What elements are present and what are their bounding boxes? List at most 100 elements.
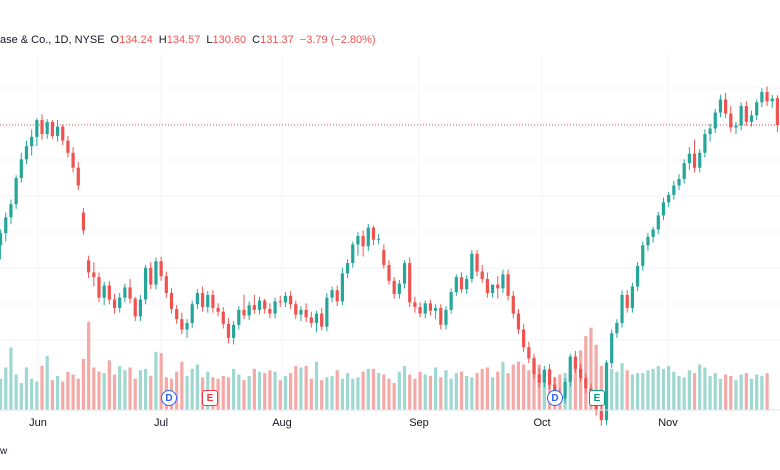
low-value: 130.60	[212, 34, 247, 46]
x-tick-label: Jun	[29, 417, 47, 429]
candle-up	[24, 146, 29, 160]
candle-up	[703, 134, 707, 153]
candle-up	[615, 322, 619, 334]
volume-bar	[501, 361, 505, 410]
earnings-marker[interactable]: E	[589, 390, 605, 406]
candle-up	[45, 121, 49, 135]
volume-bar	[687, 370, 691, 410]
candle-up	[0, 233, 3, 246]
volume-bar	[195, 364, 199, 410]
candle-up	[195, 293, 199, 305]
volume-bar	[646, 370, 650, 410]
volume-bar	[299, 367, 303, 410]
candle-up	[755, 102, 759, 116]
candle-up	[345, 263, 350, 274]
candle-up	[314, 313, 319, 323]
candle-down	[164, 276, 168, 294]
volume-bar	[667, 366, 671, 410]
volume-bar	[278, 380, 282, 410]
candle-up	[718, 99, 723, 113]
candle-down	[599, 410, 603, 421]
volume-bar	[408, 374, 412, 410]
volume-bar	[138, 370, 143, 410]
volume-bar	[0, 378, 3, 410]
candle-up	[454, 277, 458, 293]
volume-bar	[765, 373, 769, 410]
candle-up	[656, 215, 660, 230]
volume-bar	[423, 374, 427, 410]
candle-up	[237, 309, 241, 325]
volume-bar	[30, 378, 34, 410]
volume-bar	[61, 381, 65, 410]
volume-bar	[703, 367, 707, 410]
volume-bar	[283, 375, 288, 410]
volume-bar	[257, 371, 262, 410]
volume-bar	[335, 370, 339, 410]
candle-up	[14, 178, 18, 205]
footer-text: w	[0, 446, 8, 457]
volume-bar	[439, 377, 443, 410]
candle-down	[775, 98, 780, 125]
dividend-marker[interactable]: D	[547, 390, 563, 406]
candle-down	[532, 358, 536, 375]
symbol-label[interactable]: ase & Co., 1D, NYSE	[0, 34, 105, 46]
volume-bar	[413, 378, 417, 410]
volume-bar	[71, 374, 75, 410]
volume-bar	[149, 375, 153, 410]
volume-bar	[345, 373, 350, 410]
volume-bar	[361, 371, 365, 410]
volume-bar	[9, 347, 13, 410]
candle-up	[770, 98, 774, 102]
dividend-marker[interactable]: D	[161, 390, 177, 406]
volume-bar	[475, 373, 479, 410]
volume-bar	[516, 361, 521, 410]
volume-bar	[263, 373, 267, 410]
candle-up	[739, 106, 743, 126]
candle-down	[226, 323, 231, 338]
volume-bar	[698, 364, 702, 410]
candle-up	[749, 115, 754, 122]
earnings-marker[interactable]: E	[202, 390, 218, 406]
candle-up	[299, 309, 303, 315]
volume-bar	[532, 357, 536, 410]
volume-bar	[542, 371, 546, 410]
volume-bar	[19, 383, 23, 410]
volume-bar	[185, 375, 189, 410]
volume-bar	[325, 377, 329, 410]
volume-bar	[371, 368, 376, 410]
volume-bar	[159, 353, 163, 410]
volume-bar	[190, 368, 194, 410]
volume-bar	[382, 374, 386, 410]
candle-up	[449, 292, 453, 310]
candle-up	[397, 283, 401, 294]
volume-bar	[511, 364, 515, 410]
volume-bar	[713, 373, 717, 410]
candle-down	[371, 227, 376, 240]
volume-bar	[610, 368, 614, 410]
candle-down	[553, 384, 557, 394]
candle-down	[459, 277, 464, 290]
volume-bar	[724, 374, 728, 410]
candle-up	[154, 261, 158, 285]
candle-down	[112, 299, 117, 308]
candle-down	[128, 287, 132, 299]
candle-down	[159, 261, 163, 277]
candle-down	[97, 277, 101, 298]
volume-bar	[589, 327, 593, 410]
volume-bar	[55, 375, 60, 410]
volume-bar	[87, 322, 91, 410]
candle-up	[434, 307, 438, 311]
candle-up	[687, 153, 691, 164]
volume-bar	[682, 377, 686, 410]
candle-up	[123, 287, 127, 298]
volume-bar	[470, 377, 474, 410]
high-value: 134.57	[166, 34, 201, 46]
candle-down	[66, 140, 70, 153]
candle-up	[568, 356, 572, 382]
candle-down	[439, 307, 443, 325]
candle-up	[641, 245, 645, 266]
candle-down	[92, 272, 96, 278]
candle-down	[180, 319, 184, 330]
candle-down	[594, 401, 598, 411]
